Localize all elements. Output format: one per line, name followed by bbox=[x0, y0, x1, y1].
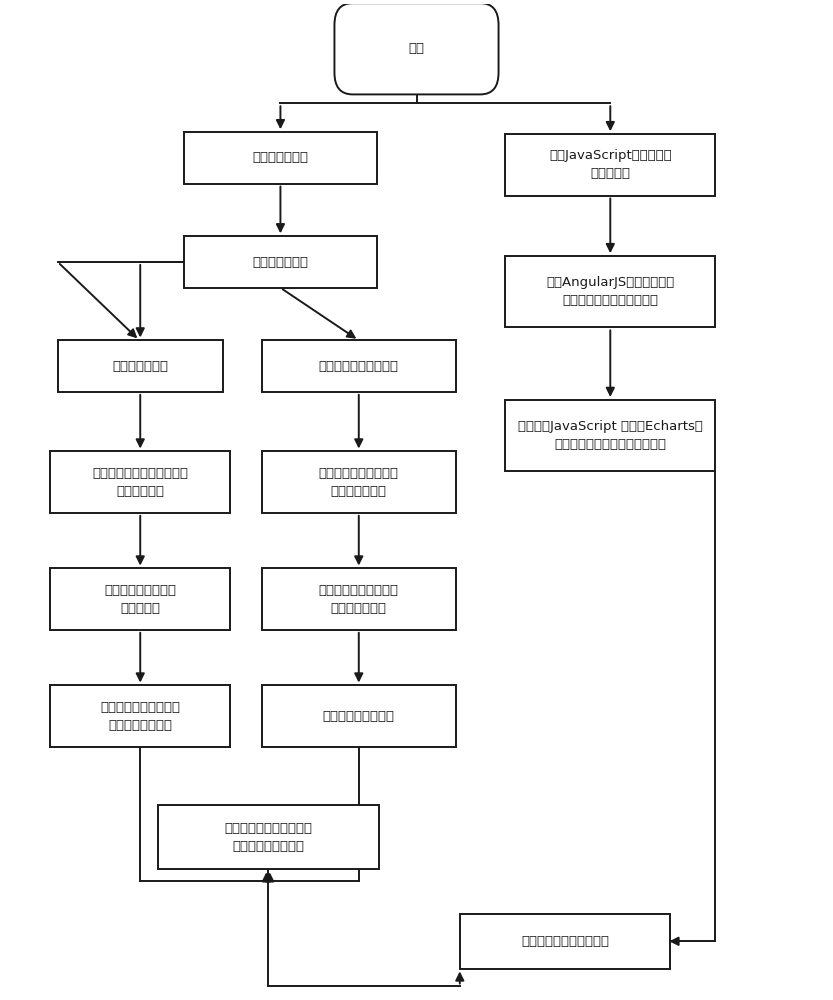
Text: 选择相关系数最高的
作为自变量: 选择相关系数最高的 作为自变量 bbox=[104, 584, 177, 615]
FancyBboxPatch shape bbox=[262, 568, 456, 630]
FancyBboxPatch shape bbox=[50, 451, 230, 513]
Text: 计算光谱特征值与营养元素
含量相关系数: 计算光谱特征值与营养元素 含量相关系数 bbox=[92, 467, 188, 498]
FancyBboxPatch shape bbox=[183, 132, 377, 184]
FancyBboxPatch shape bbox=[334, 3, 499, 94]
Text: 提取光谱特征值: 提取光谱特征值 bbox=[112, 360, 168, 373]
FancyBboxPatch shape bbox=[505, 134, 716, 196]
FancyBboxPatch shape bbox=[262, 451, 456, 513]
FancyBboxPatch shape bbox=[505, 256, 716, 327]
Text: 选择相关系数较高信息
波段作为自变量: 选择相关系数较高信息 波段作为自变量 bbox=[319, 584, 399, 615]
FancyBboxPatch shape bbox=[50, 568, 230, 630]
Text: 将较优结果显示在界面上: 将较优结果显示在界面上 bbox=[521, 935, 609, 948]
FancyBboxPatch shape bbox=[57, 340, 222, 392]
Text: 采用AngularJS技术进行自动
化双向数据绑定，文件读取: 采用AngularJS技术进行自动 化双向数据绑定，文件读取 bbox=[546, 276, 675, 307]
FancyBboxPatch shape bbox=[460, 914, 670, 969]
Text: 使用JavaScript技术进行网
页动态响应: 使用JavaScript技术进行网 页动态响应 bbox=[549, 149, 671, 180]
FancyBboxPatch shape bbox=[50, 685, 230, 747]
Text: 使用基于JavaScript 实现的Echarts开
源可视化库进行数据可视化展示: 使用基于JavaScript 实现的Echarts开 源可视化库进行数据可视化展… bbox=[518, 420, 703, 451]
Text: 分别建立线性、对数、
抛物线、指数模型: 分别建立线性、对数、 抛物线、指数模型 bbox=[100, 701, 180, 732]
FancyBboxPatch shape bbox=[183, 236, 377, 288]
FancyBboxPatch shape bbox=[262, 685, 456, 747]
FancyBboxPatch shape bbox=[157, 805, 378, 869]
FancyBboxPatch shape bbox=[505, 400, 716, 471]
Text: 计算高频信息与营养元
素含量相关系数: 计算高频信息与营养元 素含量相关系数 bbox=[319, 467, 399, 498]
FancyBboxPatch shape bbox=[262, 340, 456, 392]
Text: 二进小波分解光谱信息: 二进小波分解光谱信息 bbox=[319, 360, 399, 373]
Text: 计算并对比各模型平均相
对误差与均方根误差: 计算并对比各模型平均相 对误差与均方根误差 bbox=[224, 822, 312, 853]
Text: 开始: 开始 bbox=[408, 42, 425, 55]
Text: 获取多光谱数据: 获取多光谱数据 bbox=[252, 151, 308, 164]
Text: 黑白矫正，降噪: 黑白矫正，降噪 bbox=[252, 255, 308, 268]
Text: 建立偏最小二乘模型: 建立偏最小二乘模型 bbox=[322, 710, 395, 723]
